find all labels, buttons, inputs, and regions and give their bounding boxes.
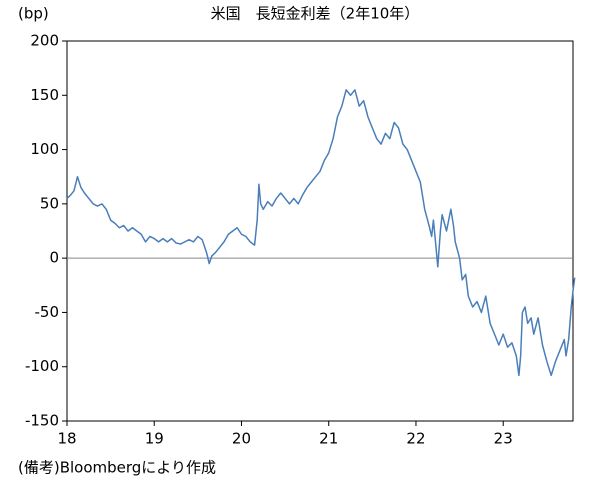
source-note: (備考)Bloombergにより作成 xyxy=(18,459,216,477)
chart-title: 米国 長短金利差（2年10年） xyxy=(211,5,420,23)
x-tick-label: 23 xyxy=(494,430,513,448)
y-axis-label: (bp) xyxy=(18,5,49,23)
x-tick-label: 19 xyxy=(145,430,164,448)
y-tick-label: -100 xyxy=(25,357,59,375)
y-tick-label: -150 xyxy=(25,412,59,430)
x-tick-label: 18 xyxy=(57,430,76,448)
x-tick-label: 21 xyxy=(319,430,338,448)
y-tick-label: 50 xyxy=(40,194,59,212)
x-tick-label: 22 xyxy=(406,430,425,448)
data-line xyxy=(66,89,576,377)
y-tick-label: 150 xyxy=(30,86,59,104)
y-tick-label: -50 xyxy=(35,303,60,321)
y-tick-label: 200 xyxy=(30,32,59,50)
x-tick-label: 20 xyxy=(232,430,251,448)
y-tick-label: 0 xyxy=(49,249,59,267)
plot-frame xyxy=(66,40,574,422)
y-tick-label: 100 xyxy=(30,140,59,158)
